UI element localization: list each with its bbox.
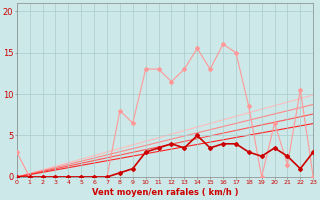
X-axis label: Vent moyen/en rafales ( km/h ): Vent moyen/en rafales ( km/h ) xyxy=(92,188,238,197)
